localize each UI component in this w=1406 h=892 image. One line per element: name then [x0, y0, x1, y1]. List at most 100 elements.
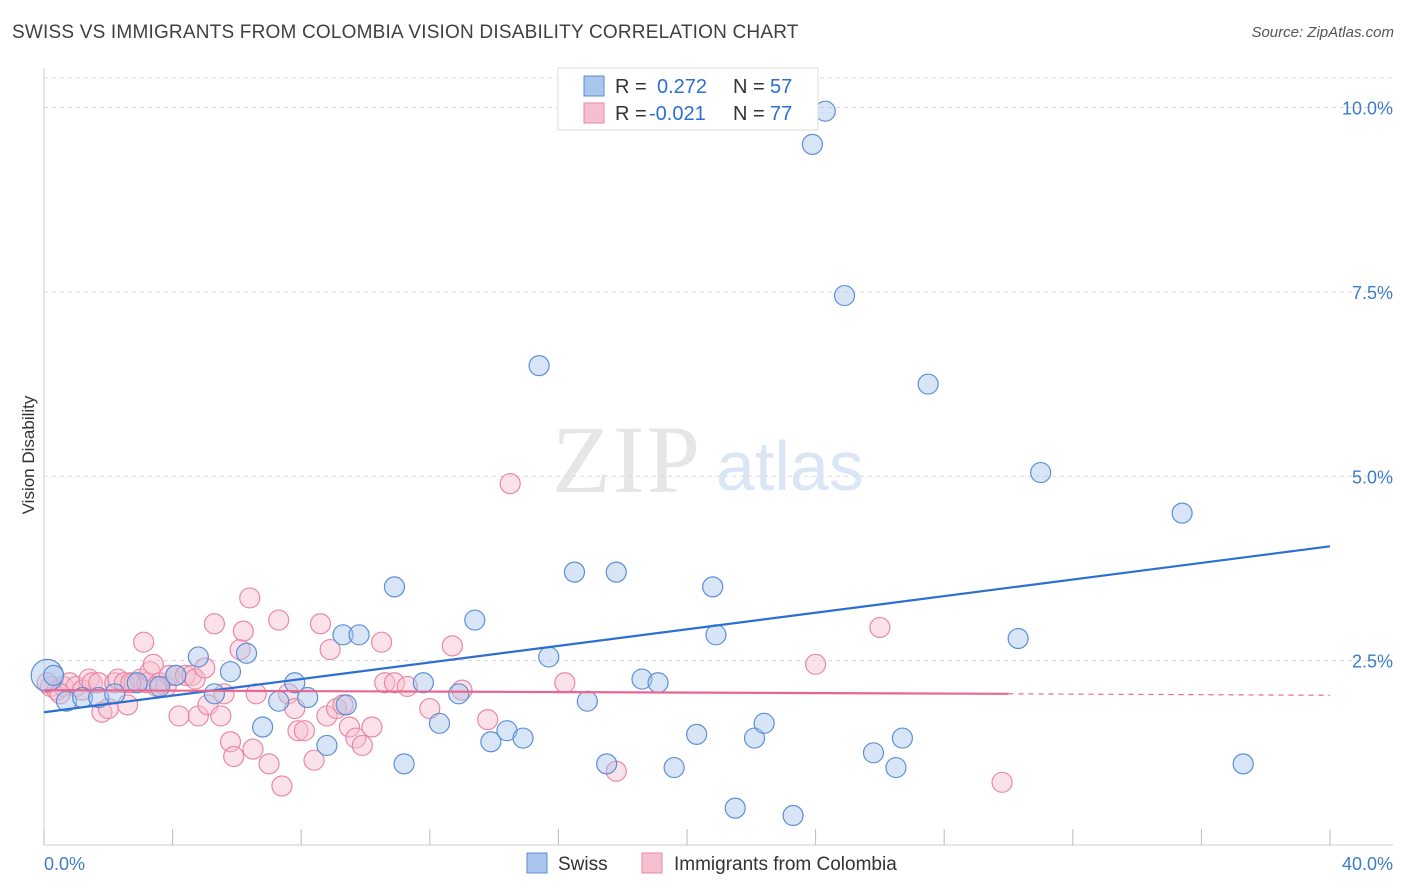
colombia-point [120, 672, 142, 694]
gridlines [44, 77, 1393, 662]
colombia-point [142, 653, 164, 675]
swiss-point [464, 609, 486, 631]
colombia-point [194, 657, 216, 679]
swiss-point [753, 712, 775, 734]
swiss-point [480, 731, 502, 753]
swiss-point [663, 756, 685, 779]
swiss-point [187, 646, 209, 668]
swiss-point [297, 686, 319, 709]
colombia-point [361, 716, 383, 738]
swiss-point [702, 576, 724, 598]
colombia-point [370, 631, 393, 653]
y-tick-label: 10.0% [1342, 99, 1393, 119]
swiss-point [538, 646, 560, 668]
swiss-point [284, 672, 306, 694]
colombia-point [181, 664, 203, 686]
swiss-point [605, 561, 627, 583]
colombia-point [242, 738, 264, 760]
swiss-point [104, 683, 126, 705]
colombia-trendline [43, 689, 1009, 695]
colombia-point [451, 679, 473, 701]
swiss-point [833, 284, 856, 307]
colombia-point [258, 753, 280, 775]
swiss-point [801, 133, 823, 155]
swiss-point [1171, 502, 1193, 524]
series-legend: Swiss Immigrants from Colombia [526, 852, 897, 875]
colombia-point [351, 734, 373, 757]
swiss-point [335, 694, 357, 716]
colombia-point [869, 616, 891, 639]
colombia-point [309, 613, 332, 635]
colombia-point [419, 697, 441, 720]
swiss-point [862, 742, 885, 764]
colombia-point [554, 672, 576, 694]
swiss-point [724, 797, 746, 819]
swiss-point [332, 624, 354, 646]
swiss-point [126, 672, 148, 694]
colombia-point [239, 587, 261, 609]
legend-r-value-colombia: -0.021 [649, 103, 706, 125]
watermark-atlas: atlas [716, 427, 864, 505]
swiss-point [743, 727, 766, 749]
swiss-point [1007, 627, 1029, 650]
colombia-point [499, 473, 521, 495]
swiss-point [412, 672, 434, 694]
colombia-point [168, 705, 190, 727]
swiss-point [891, 727, 914, 749]
source-label: Source: ZipAtlas.com [1251, 24, 1394, 41]
trendlines [43, 545, 1331, 714]
swiss-point [428, 712, 451, 734]
y-tick-label: 7.5% [1352, 283, 1393, 303]
swiss-point [268, 690, 290, 712]
swiss-point [576, 690, 598, 712]
legend-swatch-swiss [583, 75, 605, 97]
legend-swatch-colombia [583, 102, 605, 124]
colombia-point [268, 609, 290, 631]
bottom-legend-swatch-colombia [641, 852, 663, 874]
swiss-point [631, 668, 653, 690]
legend-n-label-colombia: N = [733, 103, 765, 125]
colombia-point [223, 745, 245, 768]
colombia-point [441, 635, 463, 657]
colombia-point [232, 620, 254, 642]
bottom-legend-label-swiss: Swiss [558, 854, 608, 875]
swiss-point [885, 756, 907, 779]
swiss-point [686, 723, 708, 745]
swiss-point [563, 561, 586, 583]
swiss-point [596, 753, 618, 775]
colombia-point [133, 631, 155, 653]
swiss-point [219, 661, 242, 683]
x-tick-label-min: 0.0% [44, 854, 85, 874]
colombia-point [477, 709, 499, 731]
swiss-point [393, 753, 415, 775]
colombia-point [338, 716, 361, 738]
swiss-point [316, 734, 338, 757]
swiss-point [917, 373, 939, 395]
colombia-point [287, 720, 309, 742]
swiss-point [448, 683, 470, 705]
swiss-point [705, 624, 727, 646]
swiss-point [782, 804, 804, 827]
colombia-point [271, 775, 293, 797]
swiss-point [88, 686, 110, 709]
colombia-point [210, 705, 232, 727]
colombia-point [319, 638, 341, 661]
y-tick-label: 2.5% [1352, 652, 1393, 672]
legend-n-value-swiss: 57 [770, 76, 792, 98]
swiss-point [647, 672, 669, 694]
axes: 2.5% 5.0% 7.5% 10.0% [43, 68, 1393, 846]
colombia-trendline-extension [1008, 693, 1331, 696]
swiss-trendline [43, 545, 1331, 714]
swiss-points [30, 100, 1254, 827]
y-tick-label: 5.0% [1352, 467, 1393, 487]
legend-r-value-swiss: 0.272 [657, 76, 707, 98]
swiss-point [43, 664, 65, 686]
watermark-zip: ZIP [552, 406, 702, 513]
y-axis-title: Vision Disability [19, 395, 38, 514]
bottom-legend-label-colombia: Immigrants from Colombia [674, 854, 897, 875]
colombia-point [203, 613, 225, 635]
legend-r-label-colombia: R = [615, 103, 647, 125]
swiss-point [528, 355, 550, 377]
colombia-point [293, 720, 316, 742]
